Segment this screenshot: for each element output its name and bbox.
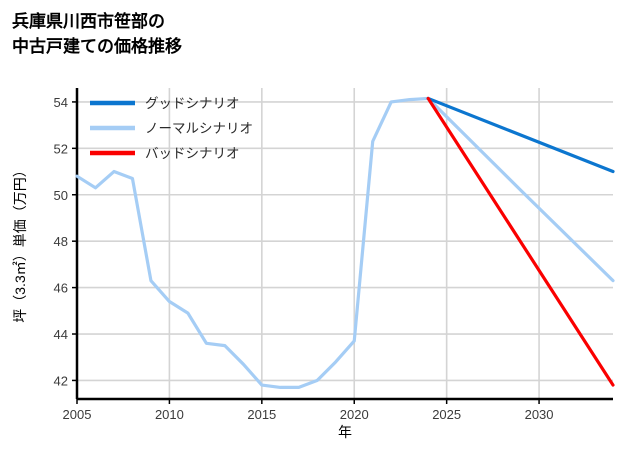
svg-text:50: 50	[54, 188, 68, 203]
legend-label-0: グッドシナリオ	[145, 96, 240, 111]
svg-text:2020: 2020	[340, 407, 369, 422]
svg-text:48: 48	[54, 234, 68, 249]
svg-text:2015: 2015	[247, 407, 276, 422]
y-axis-title: 坪（3.3㎡）単価（万円）	[12, 163, 28, 322]
y-axis-ticks: 42 44 46 48 50 52 54	[54, 95, 77, 388]
legend-label-1: ノーマルシナリオ	[145, 121, 253, 136]
svg-text:54: 54	[54, 95, 68, 110]
svg-text:2010: 2010	[155, 407, 184, 422]
chart-title-line2: 中古戸建ての価格推移	[12, 37, 182, 56]
chart-title-line1: 兵庫県川西市笹部の	[12, 12, 165, 31]
x-axis-title: 年	[338, 424, 352, 440]
svg-text:2030: 2030	[525, 407, 554, 422]
legend-label-2: バッドシナリオ	[145, 146, 240, 161]
svg-text:2005: 2005	[63, 407, 92, 422]
svg-text:52: 52	[54, 141, 68, 156]
x-axis-ticks: 2005 2010 2015 2020 2025 2030	[63, 399, 554, 422]
svg-text:46: 46	[54, 281, 68, 296]
svg-text:44: 44	[54, 327, 68, 342]
svg-text:2025: 2025	[432, 407, 461, 422]
svg-text:42: 42	[54, 373, 68, 388]
data-series	[75, 96, 615, 389]
axis-lines	[75, 88, 613, 401]
